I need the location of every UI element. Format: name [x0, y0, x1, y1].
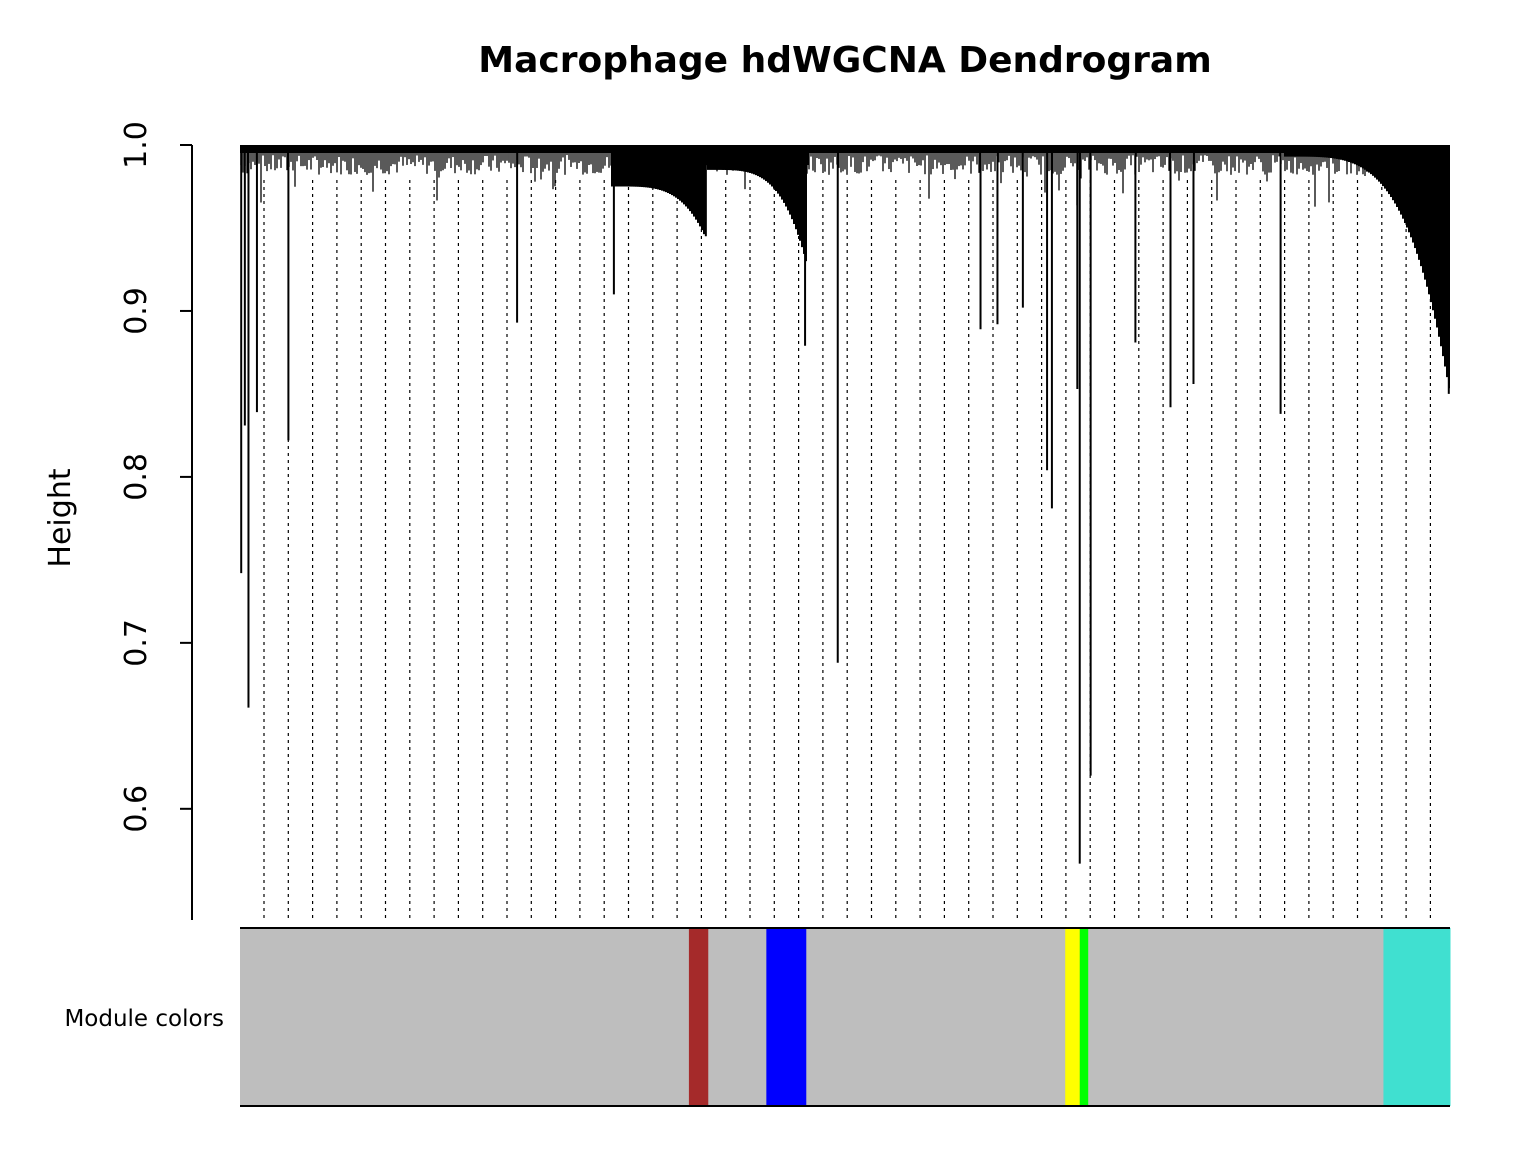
y-axis-label: Height	[43, 468, 78, 567]
module-color-turquoise	[1383, 928, 1451, 1106]
module-color-grey	[240, 928, 690, 1106]
y-ticks: 0.6 0.7 0.8 0.9 1.0	[119, 121, 192, 833]
y-tick-label: 0.8	[119, 453, 154, 501]
module-color-grey	[1088, 928, 1384, 1106]
dendrogram-branches	[240, 145, 1450, 864]
module-color-brown	[688, 928, 709, 1106]
y-axis: 0.6 0.7 0.8 0.9 1.0	[119, 121, 193, 920]
module-color-grey	[708, 928, 767, 1106]
chart-title: Macrophage hdWGCNA Dendrogram	[478, 40, 1211, 81]
module-color-green	[1079, 928, 1089, 1106]
y-tick-label: 0.7	[119, 619, 154, 667]
module-color-blue	[766, 928, 807, 1106]
module-color-yellow	[1065, 928, 1081, 1106]
module-color-bar	[240, 927, 1451, 1107]
y-tick-label: 1.0	[119, 121, 154, 169]
y-tick-label: 0.6	[119, 785, 154, 833]
module-color-grey	[806, 928, 1066, 1106]
vertical-guides	[263, 180, 1432, 920]
y-tick-label: 0.9	[119, 287, 154, 335]
module-colors-label: Module colors	[64, 1006, 224, 1032]
